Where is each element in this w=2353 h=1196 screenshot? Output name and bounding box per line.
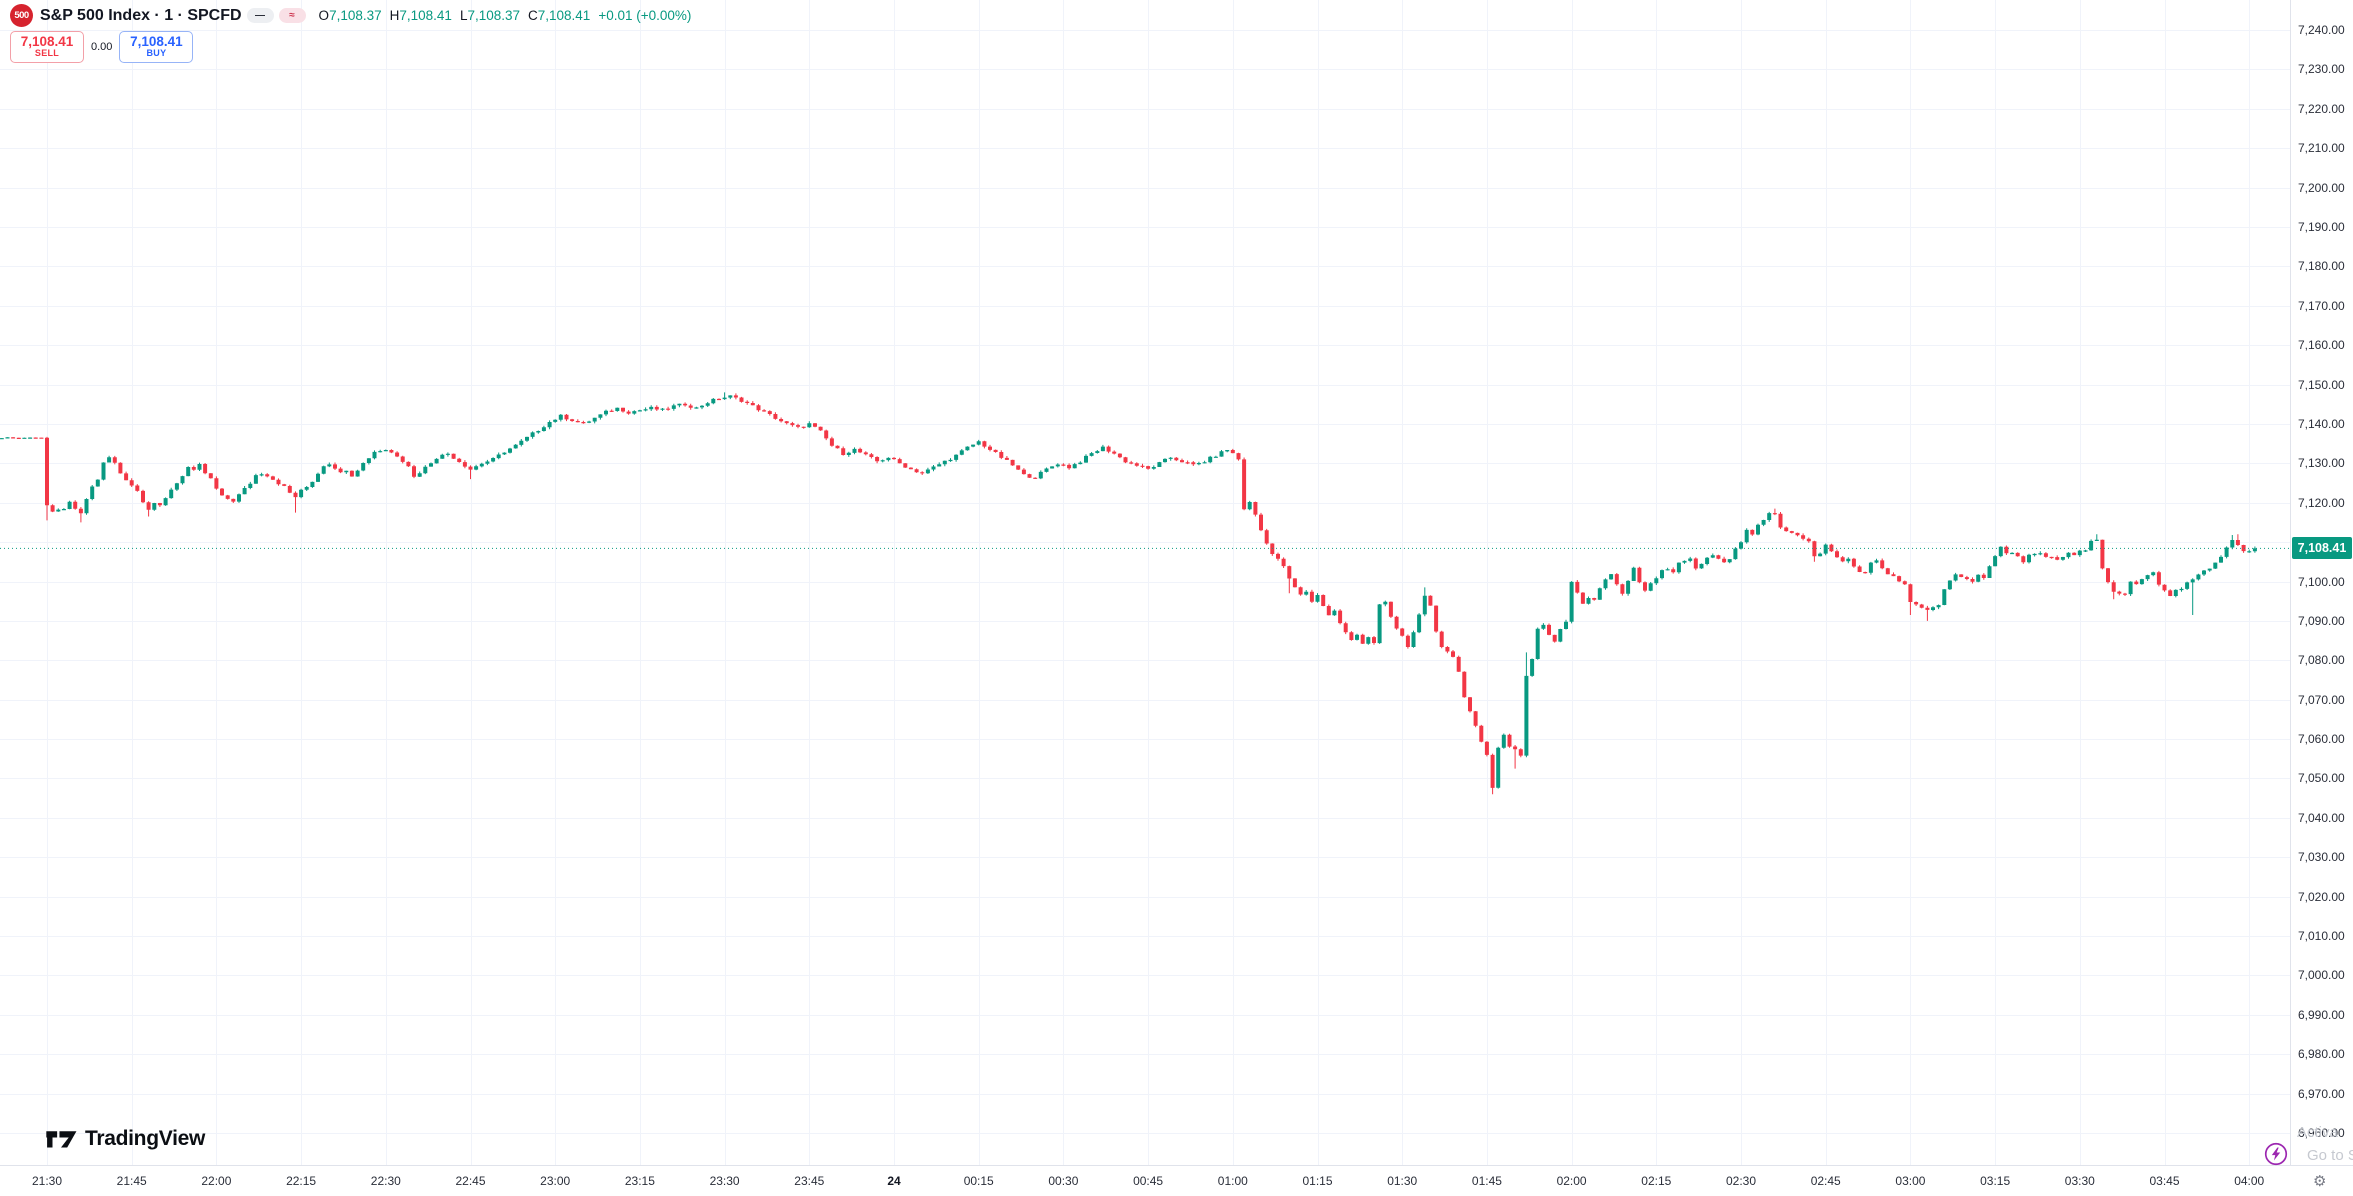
buy-price: 7,108.41 bbox=[130, 34, 183, 50]
tradingview-logo[interactable]: TradingView bbox=[44, 1126, 205, 1152]
open-value: 7,108.37 bbox=[329, 8, 382, 23]
price-axis-label: 6,990.00 bbox=[2298, 1007, 2345, 1022]
price-axis-label: 7,180.00 bbox=[2298, 259, 2345, 274]
price-axis-label: 7,170.00 bbox=[2298, 298, 2345, 313]
price-axis-label: 7,160.00 bbox=[2298, 338, 2345, 353]
price-axis-label: 7,220.00 bbox=[2298, 101, 2345, 116]
wave-badge-icon[interactable]: ≈ bbox=[278, 8, 306, 23]
price-axis-label: 6,960.00 bbox=[2298, 1126, 2345, 1140]
symbol-logo: 500 bbox=[10, 4, 33, 27]
time-axis-label: 23:15 bbox=[624, 1174, 655, 1188]
time-axis-label: 04:00 bbox=[2234, 1174, 2265, 1188]
time-axis-label: 02:30 bbox=[1725, 1174, 1757, 1188]
price-axis-label: 7,080.00 bbox=[2298, 653, 2345, 668]
buy-label: BUY bbox=[146, 48, 167, 59]
time-axis-label: 02:45 bbox=[1810, 1174, 1841, 1188]
time-axis-label: 22:15 bbox=[286, 1174, 317, 1188]
sell-label: SELL bbox=[34, 48, 60, 59]
time-axis-label: 03:45 bbox=[2149, 1174, 2180, 1188]
sell-price: 7,108.41 bbox=[20, 34, 74, 50]
price-axis-label: 7,140.00 bbox=[2298, 416, 2345, 431]
price-axis-label: 7,030.00 bbox=[2298, 850, 2345, 865]
dash-badge-icon[interactable]: — bbox=[246, 8, 274, 23]
symbol-title[interactable]: S&P 500 Index · 1 · SPCFD bbox=[40, 6, 242, 24]
price-axis-label: 7,240.00 bbox=[2298, 23, 2345, 37]
time-axis-label: 23:30 bbox=[709, 1174, 740, 1188]
close-value: 7,108.41 bbox=[537, 8, 591, 23]
time-axis-label: 01:30 bbox=[1387, 1174, 1418, 1188]
low-value: 7,108.37 bbox=[467, 8, 521, 23]
up-candle-wicks bbox=[1, 392, 2256, 789]
activation-watermark-line1: Activa bbox=[2297, 1124, 2338, 1141]
symbol-header: 500 S&P 500 Index · 1 · SPCFD — ≈ O7,108… bbox=[10, 3, 691, 28]
price-axis-label: 7,120.00 bbox=[2298, 495, 2345, 510]
change-value: +0.01 (+0.00%) bbox=[598, 8, 692, 23]
close-label: C bbox=[528, 8, 538, 23]
price-axis-label: 7,040.00 bbox=[2298, 810, 2345, 825]
candlestick-chart bbox=[0, 0, 2290, 1165]
time-axis-label: 01:00 bbox=[1217, 1174, 1248, 1188]
high-value: 7,108.41 bbox=[399, 8, 452, 23]
sell-button[interactable]: 7,108.41 SELL bbox=[10, 31, 84, 63]
price-axis-label: 7,210.00 bbox=[2298, 141, 2345, 156]
price-axis-label: 7,100.00 bbox=[2298, 574, 2345, 589]
time-axis-label: 00:45 bbox=[1133, 1174, 1164, 1188]
price-axis-label: 7,230.00 bbox=[2298, 62, 2345, 77]
trade-panel: 7,108.41 SELL 0.00 7,108.41 BUY bbox=[10, 31, 194, 63]
price-axis-label: 7,060.00 bbox=[2298, 732, 2345, 747]
time-axis-label: 23:45 bbox=[794, 1174, 825, 1188]
low-label: L bbox=[459, 8, 468, 23]
time-axis-label: 00:30 bbox=[1048, 1174, 1079, 1188]
price-axis-label: 7,130.00 bbox=[2298, 456, 2345, 471]
time-axis-label: 22:00 bbox=[201, 1174, 232, 1188]
ohlc-readout: O7,108.37 H7,108.41 L7,108.37 C7,108.41 … bbox=[319, 8, 692, 23]
time-axis-label: 03:00 bbox=[1895, 1174, 1926, 1188]
high-label: H bbox=[389, 8, 400, 23]
chart-plot-area[interactable] bbox=[0, 0, 2290, 1165]
time-axis-label: 01:15 bbox=[1302, 1174, 1333, 1188]
buy-button[interactable]: 7,108.41 BUY bbox=[119, 31, 194, 63]
price-axis-label: 7,070.00 bbox=[2298, 692, 2345, 707]
price-axis-label: 7,000.00 bbox=[2298, 968, 2345, 983]
time-axis-label: 00:15 bbox=[963, 1174, 994, 1188]
price-axis-label: 6,970.00 bbox=[2298, 1086, 2345, 1101]
time-axis-label: 02:00 bbox=[1556, 1174, 1587, 1188]
price-axis-label: 7,200.00 bbox=[2298, 180, 2345, 195]
price-axis-label: 7,150.00 bbox=[2298, 377, 2345, 392]
time-axis-label: 22:30 bbox=[370, 1174, 401, 1188]
spread-value: 0.00 bbox=[91, 41, 113, 53]
axis-settings-icon[interactable]: ⚙ bbox=[2313, 1173, 2327, 1190]
time-axis-label: 03:15 bbox=[1980, 1174, 2011, 1188]
current-price-tag: 7,108.41 bbox=[2292, 537, 2352, 560]
price-axis-label: 7,010.00 bbox=[2298, 929, 2345, 944]
lightning-icon[interactable] bbox=[2262, 1140, 2290, 1168]
time-axis[interactable]: ⚙ 21:30 21:45 22:00 22:15 22:30 22:45 23:00 23:… bbox=[0, 1165, 2353, 1196]
price-axis-label: 7,020.00 bbox=[2298, 889, 2345, 904]
price-axis[interactable]: 7,108.41 7,240.00 7,230.00 7,220.00 7,210.0… bbox=[2290, 0, 2353, 1165]
price-axis-label: 7,050.00 bbox=[2298, 771, 2345, 786]
price-axis-label: 7,090.00 bbox=[2298, 613, 2345, 628]
time-axis-label: 24 bbox=[887, 1174, 901, 1188]
grid-lines bbox=[0, 0, 2290, 1165]
activation-watermark-line2: Go to S bbox=[2307, 1147, 2353, 1164]
time-axis-label: 22:45 bbox=[455, 1174, 486, 1188]
time-axis-label: 23:00 bbox=[540, 1174, 571, 1188]
time-axis-label: 21:45 bbox=[116, 1174, 147, 1188]
tradingview-logo-icon bbox=[46, 1131, 77, 1148]
time-axis-label: 03:30 bbox=[2064, 1174, 2095, 1188]
time-axis-label: 02:15 bbox=[1641, 1174, 1672, 1188]
price-axis-label: 6,980.00 bbox=[2298, 1047, 2345, 1062]
down-candle-wicks bbox=[12, 393, 2245, 795]
price-axis-label: 7,190.00 bbox=[2298, 219, 2345, 234]
open-label: O bbox=[318, 8, 330, 23]
time-axis-label: 21:30 bbox=[31, 1174, 63, 1188]
tradingview-logo-text: TradingView bbox=[85, 1127, 206, 1150]
up-candle-bodies bbox=[0, 395, 2257, 788]
down-candle-bodies bbox=[11, 395, 2246, 788]
time-axis-label: 01:45 bbox=[1471, 1174, 1502, 1188]
